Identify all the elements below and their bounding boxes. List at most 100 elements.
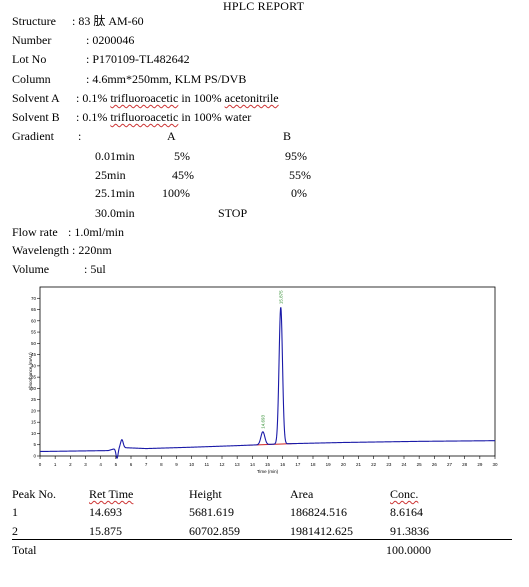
- gradient-time: 25min: [95, 168, 126, 182]
- y-tick-label: 60: [31, 318, 37, 323]
- y-tick-label: 10: [31, 431, 37, 436]
- chromatogram-trace: [40, 307, 495, 459]
- table-cell: 60702.859: [189, 524, 240, 538]
- flow-value: : 1.0ml/min: [68, 225, 125, 239]
- flow-label: Flow rate: [12, 225, 58, 239]
- x-tick-label: 30: [492, 462, 498, 467]
- y-tick-label: 45: [31, 352, 37, 357]
- table-cell: 8.6164: [390, 505, 423, 519]
- table-header-area: Area: [290, 487, 314, 501]
- solvent-b-value: : 0.1% trifluoroacetic in 100% water: [76, 110, 252, 124]
- x-tick-label: 13: [235, 462, 241, 467]
- plot-frame: [39, 286, 496, 457]
- wavelength-value: : 220nm: [72, 243, 112, 257]
- table-header-conc: Conc.: [390, 487, 419, 501]
- y-tick-label: 65: [31, 307, 37, 312]
- solvent-b-label: Solvent B: [12, 110, 60, 124]
- x-tick-label: 0: [39, 462, 42, 467]
- volume-label: Volume: [12, 262, 50, 276]
- x-tick-label: 14: [250, 462, 256, 467]
- number-label: Number: [12, 33, 52, 47]
- x-tick-label: 25: [417, 462, 423, 467]
- x-tick-label: 11: [204, 462, 209, 467]
- x-tick-label: 15: [265, 462, 271, 467]
- x-tick-label: 20: [341, 462, 347, 467]
- table-cell: 91.3836: [390, 524, 429, 538]
- y-tick-label: 70: [31, 296, 37, 301]
- table-total-label: Total: [12, 543, 37, 557]
- lot-label: Lot No: [12, 52, 47, 66]
- table-total-value: 100.0000: [386, 543, 431, 557]
- y-axis-label: Absorbance (mAU): [28, 352, 33, 391]
- table-cell: 1981412.625: [290, 524, 353, 538]
- x-tick-label: 21: [356, 462, 362, 467]
- x-tick-label: 7: [145, 462, 148, 467]
- x-tick-label: 3: [84, 462, 87, 467]
- table-header-height: Height: [189, 487, 222, 501]
- y-tick-label: 35: [31, 375, 37, 380]
- x-tick-label: 23: [386, 462, 392, 467]
- y-tick-label: 30: [31, 386, 37, 391]
- wavelength-label: Wavelength: [12, 243, 70, 257]
- gradient-stop-time: 30.0min: [95, 206, 135, 220]
- x-tick-label: 17: [295, 462, 301, 467]
- solvent-a-label: Solvent A: [12, 91, 60, 105]
- number-value: : 0200046: [86, 33, 135, 47]
- x-axis-label: Time (min): [257, 469, 279, 474]
- y-tick-label: 50: [31, 341, 37, 346]
- table-cell: 186824.516: [290, 505, 347, 519]
- volume-value: : 5ul: [84, 262, 106, 276]
- x-tick-label: 8: [160, 462, 163, 467]
- gradient-b: 0%: [291, 186, 307, 200]
- table-header-peak: Peak No.: [12, 487, 56, 501]
- x-tick-label: 5: [115, 462, 118, 467]
- x-tick-label: 6: [130, 462, 133, 467]
- structure-label: Structure: [12, 14, 56, 28]
- column-value: : 4.6mm*250mm, KLM PS/DVB: [86, 72, 247, 86]
- x-tick-label: 28: [462, 462, 468, 467]
- table-cell: 14.693: [89, 505, 122, 519]
- x-tick-label: 2: [69, 462, 72, 467]
- x-tick-label: 18: [310, 462, 316, 467]
- y-tick-label: 5: [33, 442, 36, 447]
- gradient-colon: :: [78, 129, 82, 143]
- x-tick-label: 1: [54, 462, 57, 467]
- gradient-time: 0.01min: [95, 149, 135, 163]
- table-cell: 15.875: [89, 524, 122, 538]
- solvent-a-value: : 0.1% trifluoroacetic in 100% acetonitr…: [76, 91, 279, 105]
- x-tick-label: 29: [477, 462, 483, 467]
- x-tick-label: 27: [447, 462, 453, 467]
- gradient-a: 5%: [174, 149, 190, 163]
- table-cell: 1: [12, 505, 18, 519]
- gradient-time: 25.1min: [95, 186, 135, 200]
- x-tick-label: 22: [371, 462, 377, 467]
- report-title: HPLC REPORT: [223, 0, 305, 13]
- table-header-ret-time: Ret Time: [89, 487, 134, 501]
- x-tick-label: 9: [175, 462, 178, 467]
- column-label: Column: [12, 72, 51, 86]
- peak-label: 15.875: [278, 290, 283, 304]
- gradient-a: 45%: [172, 168, 194, 182]
- gradient-stop: STOP: [218, 206, 248, 220]
- table-cell: 2: [12, 524, 18, 538]
- x-tick-label: 26: [432, 462, 438, 467]
- y-tick-label: 40: [31, 363, 37, 368]
- gradient-b: 95%: [285, 149, 307, 163]
- peak-label: 14.693: [260, 415, 265, 429]
- gradient-head-b: B: [283, 129, 292, 143]
- gradient-a: 100%: [162, 186, 190, 200]
- gradient-head-a: A: [167, 129, 176, 143]
- x-tick-label: 10: [189, 462, 195, 467]
- structure-value: : 83 肽 AM-60: [72, 14, 144, 28]
- y-tick-label: 55: [31, 330, 37, 335]
- y-tick-label: 0: [33, 454, 36, 459]
- table-cell: 5681.619: [189, 505, 234, 519]
- x-tick-label: 4: [99, 462, 102, 467]
- y-tick-label: 25: [31, 397, 37, 402]
- x-tick-label: 19: [326, 462, 332, 467]
- x-tick-label: 12: [219, 462, 225, 467]
- gradient-label: Gradient: [12, 129, 54, 143]
- gradient-b: 55%: [289, 168, 311, 182]
- x-tick-label: 24: [401, 462, 407, 467]
